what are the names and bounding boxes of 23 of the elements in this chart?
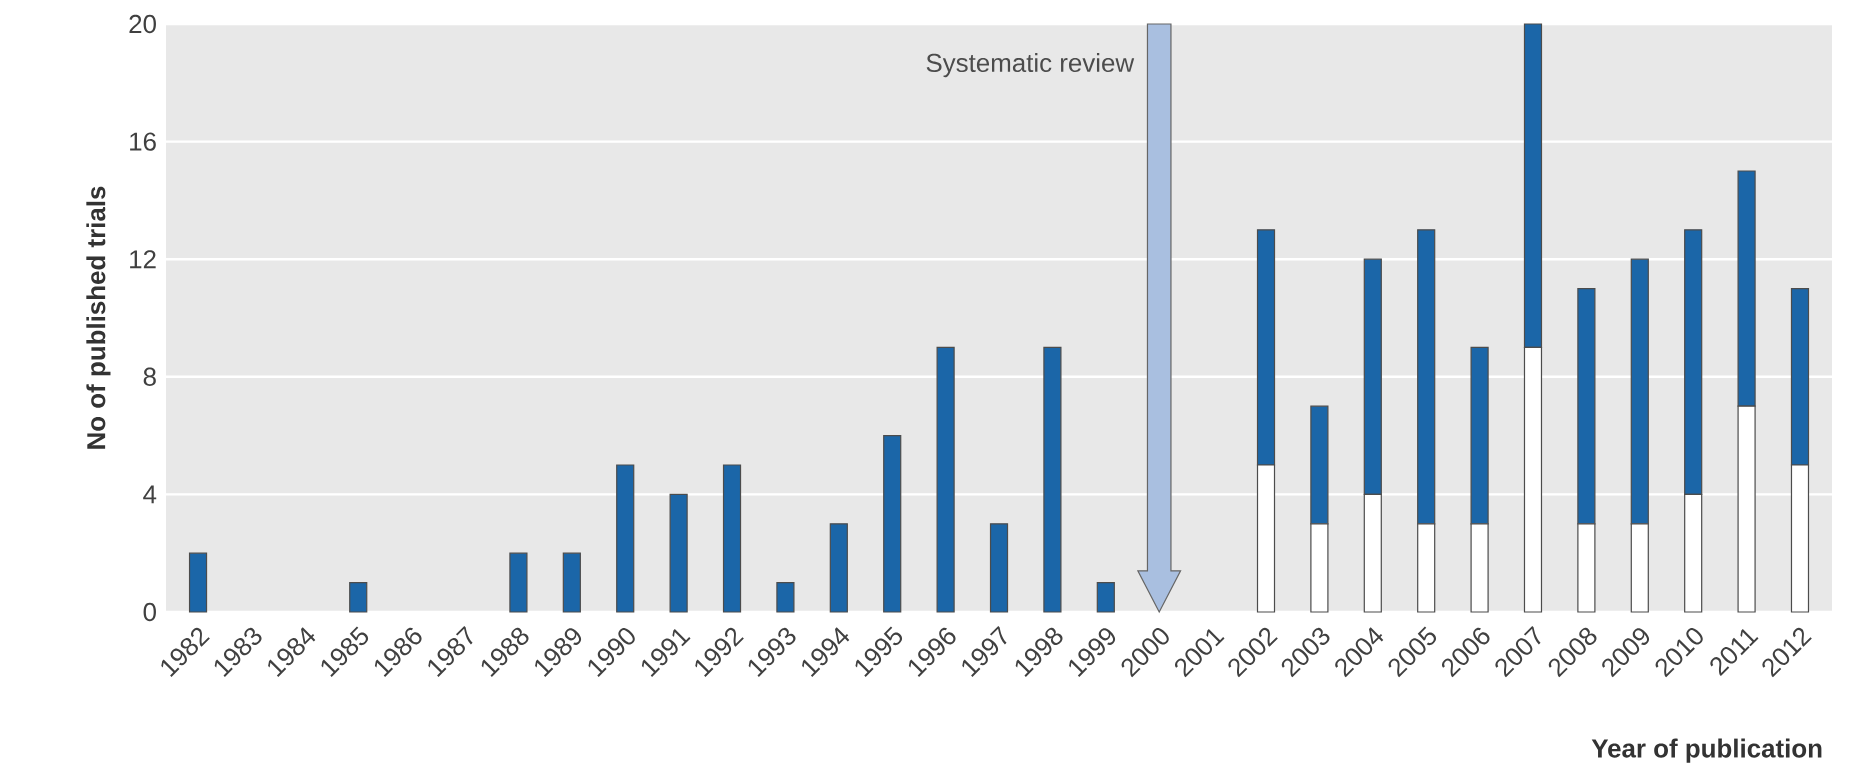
bar [989, 523, 1009, 613]
y-tick-label: 12 [130, 250, 156, 269]
y-tick-label: 0 [143, 602, 156, 622]
bar [616, 464, 635, 613]
y-tick-label: 16 [130, 132, 156, 151]
bar [883, 435, 902, 613]
bar [936, 346, 955, 613]
bar [349, 582, 368, 613]
y-tick-label: 20 [129, 14, 156, 34]
bar [776, 582, 795, 613]
y-axis-title: No of published trials [86, 186, 111, 449]
bar [669, 493, 688, 613]
bar [1096, 582, 1115, 613]
bar [562, 552, 581, 613]
bar [722, 464, 742, 613]
y-tick-label: 8 [143, 367, 156, 386]
x-axis-title: Year of publication [1591, 738, 1822, 763]
y-tick-label: 4 [143, 485, 157, 504]
bar [188, 552, 208, 613]
bar [1043, 346, 1062, 613]
ref-line-label: Systematic review [926, 53, 1135, 78]
bar [829, 523, 848, 613]
bar [509, 552, 528, 613]
